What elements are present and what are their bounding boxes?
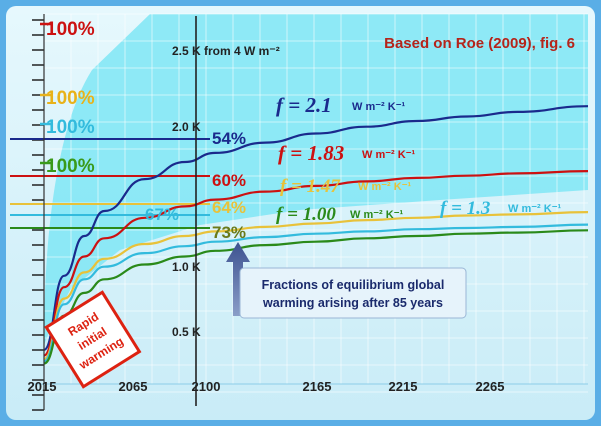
grid bbox=[43, 13, 588, 393]
series-label-f183: f = 1.83 W m⁻² K⁻¹ bbox=[278, 141, 415, 165]
series-line-3 bbox=[43, 223, 589, 363]
fraction-label-67: 67% bbox=[145, 205, 179, 224]
x-tick-label-2065: 2065 bbox=[119, 379, 148, 394]
y-tick-label-1-0: 1.0 K bbox=[172, 260, 201, 274]
equilibrium-label-yellow: 100% bbox=[46, 88, 95, 109]
stamp-border bbox=[44, 290, 142, 389]
x-tick-label-2100: 2100 bbox=[192, 379, 221, 394]
series-label-f183-unit: W m⁻² K⁻¹ bbox=[362, 149, 415, 161]
rapid-initial-warming-stamp: Rapid initial warming bbox=[44, 290, 142, 389]
series-label-f147-value: f = 1.47 bbox=[280, 176, 341, 197]
x-tick-label-2265: 2265 bbox=[476, 379, 505, 394]
equilibrium-label-red: 100% bbox=[46, 19, 95, 40]
series-label-f21-value: f = 2.1 bbox=[276, 93, 332, 117]
series-label-f21: f = 2.1 W m⁻² K⁻¹ bbox=[276, 93, 405, 117]
y-tick-label-2-5: 2.5 K from 4 W m⁻² bbox=[172, 44, 280, 58]
annotation-box bbox=[239, 267, 467, 319]
y-tick-label-2-0: 2.0 K bbox=[172, 120, 201, 134]
annotation-arrow bbox=[226, 242, 250, 316]
fraction-label-60: 60% bbox=[212, 171, 246, 190]
series-label-f100-value: f = 1.00 bbox=[276, 204, 336, 225]
series-label-f21-unit: W m⁻² K⁻¹ bbox=[352, 101, 405, 113]
series-label-f183-value: f = 1.83 bbox=[278, 141, 344, 165]
y-tick-label-0-5: 0.5 K bbox=[172, 325, 201, 339]
series-label-f100-unit: W m⁻² K⁻¹ bbox=[350, 209, 403, 221]
fraction-label-73: 73% bbox=[212, 223, 246, 242]
series-line-0 bbox=[42, 105, 589, 351]
series-line-1 bbox=[43, 170, 589, 357]
series-label-f13-value: f = 1.3 bbox=[440, 198, 490, 219]
annotation-line-1: Fractions of equilibrium global bbox=[262, 278, 445, 292]
x-tick-label-2165: 2165 bbox=[303, 379, 332, 394]
series-label-f147: f = 1.47 W m⁻² K⁻¹ bbox=[280, 176, 411, 197]
series-label-f13-unit: W m⁻² K⁻¹ bbox=[508, 203, 561, 215]
uncertainty-band bbox=[44, 14, 588, 345]
chart-title: Based on Roe (2009), fig. 6 bbox=[384, 35, 575, 52]
fraction-label-54: 54% bbox=[212, 129, 246, 148]
x-tick-label-2215: 2215 bbox=[389, 379, 418, 394]
series-label-f147-unit: W m⁻² K⁻¹ bbox=[358, 181, 411, 193]
equilibrium-lines bbox=[10, 138, 210, 229]
series-label-f100: f = 1.00 W m⁻² K⁻¹ bbox=[276, 204, 403, 225]
equilibrium-label-green: 100% bbox=[46, 156, 95, 177]
x-tick-label-2015: 2015 bbox=[28, 379, 57, 394]
series-label-f13: f = 1.3 W m⁻² K⁻¹ bbox=[440, 198, 561, 219]
series-line-2 bbox=[43, 211, 589, 361]
fraction-label-64: 64% bbox=[212, 198, 246, 217]
equilibrium-label-cyan: 100% bbox=[46, 117, 95, 138]
annotation-line-2: warming arising after 85 years bbox=[262, 296, 443, 310]
